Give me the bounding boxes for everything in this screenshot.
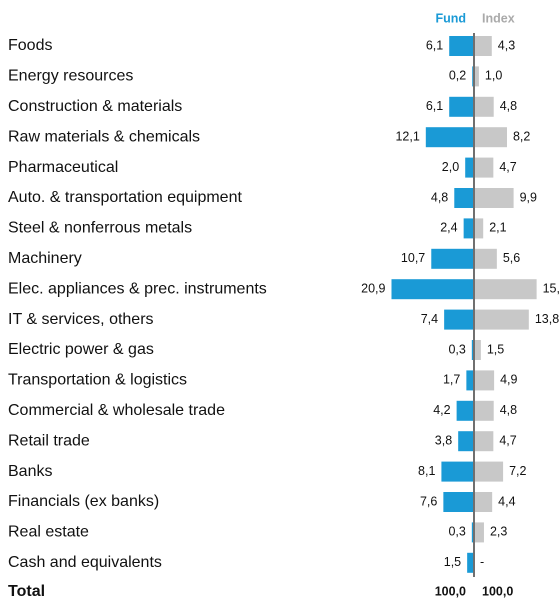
fund-bar — [441, 461, 473, 482]
index-bar — [475, 96, 494, 117]
fund-bar — [444, 309, 473, 330]
index-bar — [475, 188, 514, 208]
fund-bar — [465, 157, 473, 178]
index-value-label: 2,3 — [490, 525, 507, 539]
category-label: Raw materials & chemicals — [8, 128, 200, 145]
index-bar — [475, 431, 494, 452]
category-label: Machinery — [8, 250, 82, 267]
category-label: Cash and equivalents — [8, 554, 162, 571]
fund-bar — [471, 340, 473, 360]
fund-bar — [456, 400, 473, 421]
fund-bar — [431, 248, 473, 269]
index-value-label: 4,7 — [499, 160, 516, 174]
category-label: Auto. & transportation equipment — [8, 189, 242, 206]
total-index: 100,0 — [482, 584, 513, 598]
index-value-label: 7,2 — [509, 464, 526, 478]
total-fund: 100,0 — [435, 584, 466, 598]
category-label: Construction & materials — [8, 98, 182, 115]
fund-bar — [463, 218, 473, 239]
index-value-label: - — [480, 555, 484, 569]
category-label: Steel & nonferrous metals — [8, 220, 192, 237]
category-label: IT & services, others — [8, 311, 154, 328]
fund-bar — [425, 127, 473, 148]
total-label: Total — [8, 583, 45, 599]
index-bar — [475, 522, 484, 543]
fund-bar — [443, 492, 473, 512]
index-value-label: 5,6 — [503, 251, 520, 265]
fund-value-label: 7,6 — [420, 494, 437, 508]
fund-bar — [471, 522, 473, 543]
index-bar — [475, 36, 492, 56]
index-bar — [475, 218, 484, 239]
index-bar — [475, 370, 495, 391]
fund-value-label: 4,8 — [431, 190, 448, 204]
index-bar — [475, 248, 497, 269]
index-bar — [475, 400, 494, 421]
index-value-label: 1,0 — [485, 69, 502, 83]
index-value-label: 9,9 — [520, 190, 537, 204]
fund-bar — [472, 66, 473, 87]
fund-value-label: 8,1 — [418, 464, 435, 478]
fund-value-label: 1,5 — [444, 555, 461, 569]
legend-fund: Fund — [435, 11, 466, 25]
fund-bar — [467, 552, 473, 573]
category-label: Retail trade — [8, 432, 90, 449]
fund-bar — [466, 370, 473, 391]
index-bar — [475, 340, 481, 360]
category-label: Elec. appliances & prec. instruments — [8, 280, 267, 297]
fund-bar — [449, 96, 473, 117]
category-label: Real estate — [8, 524, 89, 541]
category-label: Pharmaceutical — [8, 159, 118, 176]
fund-value-label: 0,2 — [449, 69, 466, 83]
category-label: Electric power & gas — [8, 341, 154, 358]
index-value-label: 13,8 — [535, 312, 559, 326]
fund-value-label: 20,9 — [361, 281, 385, 295]
category-label: Banks — [8, 463, 52, 480]
fund-bar — [391, 279, 473, 300]
index-bar — [475, 461, 504, 482]
index-value-label: 4,4 — [498, 494, 515, 508]
fund-value-label: 12,1 — [395, 129, 419, 143]
fund-value-label: 7,4 — [421, 312, 438, 326]
index-value-label: 8,2 — [513, 129, 530, 143]
index-value-label: 4,8 — [500, 99, 517, 113]
fund-value-label: 4,2 — [433, 403, 450, 417]
category-label: Transportation & logistics — [8, 372, 187, 389]
fund-value-label: 10,7 — [401, 251, 425, 265]
fund-value-label: 6,1 — [426, 99, 443, 113]
index-bar — [475, 492, 493, 512]
index-value-label: 4,8 — [500, 403, 517, 417]
index-value-label: 2,1 — [489, 221, 506, 235]
category-label: Commercial & wholesale trade — [8, 402, 225, 419]
fund-value-label: 2,4 — [440, 221, 457, 235]
fund-bar — [449, 36, 473, 56]
index-bar — [475, 279, 537, 300]
legend-index: Index — [482, 11, 515, 25]
category-label: Energy resources — [8, 68, 133, 85]
fund-value-label: 2,0 — [442, 160, 459, 174]
fund-value-label: 1,7 — [443, 373, 460, 387]
fund-value-label: 0,3 — [448, 525, 465, 539]
index-value-label: 15,8 — [543, 281, 560, 295]
index-value-label: 1,5 — [487, 342, 504, 356]
index-value-label: 4,7 — [499, 433, 516, 447]
index-value-label: 4,9 — [500, 373, 517, 387]
fund-value-label: 6,1 — [426, 38, 443, 52]
fund-bar — [458, 431, 473, 452]
fund-value-label: 3,8 — [435, 433, 452, 447]
category-label: Financials (ex banks) — [8, 493, 159, 510]
index-value-label: 4,3 — [498, 38, 515, 52]
index-bar — [475, 66, 479, 87]
fund-value-label: 0,3 — [448, 342, 465, 356]
category-label: Foods — [8, 37, 52, 54]
index-bar — [475, 127, 507, 148]
index-bar — [475, 157, 494, 178]
index-bar — [475, 309, 529, 330]
fund-bar — [454, 188, 473, 208]
